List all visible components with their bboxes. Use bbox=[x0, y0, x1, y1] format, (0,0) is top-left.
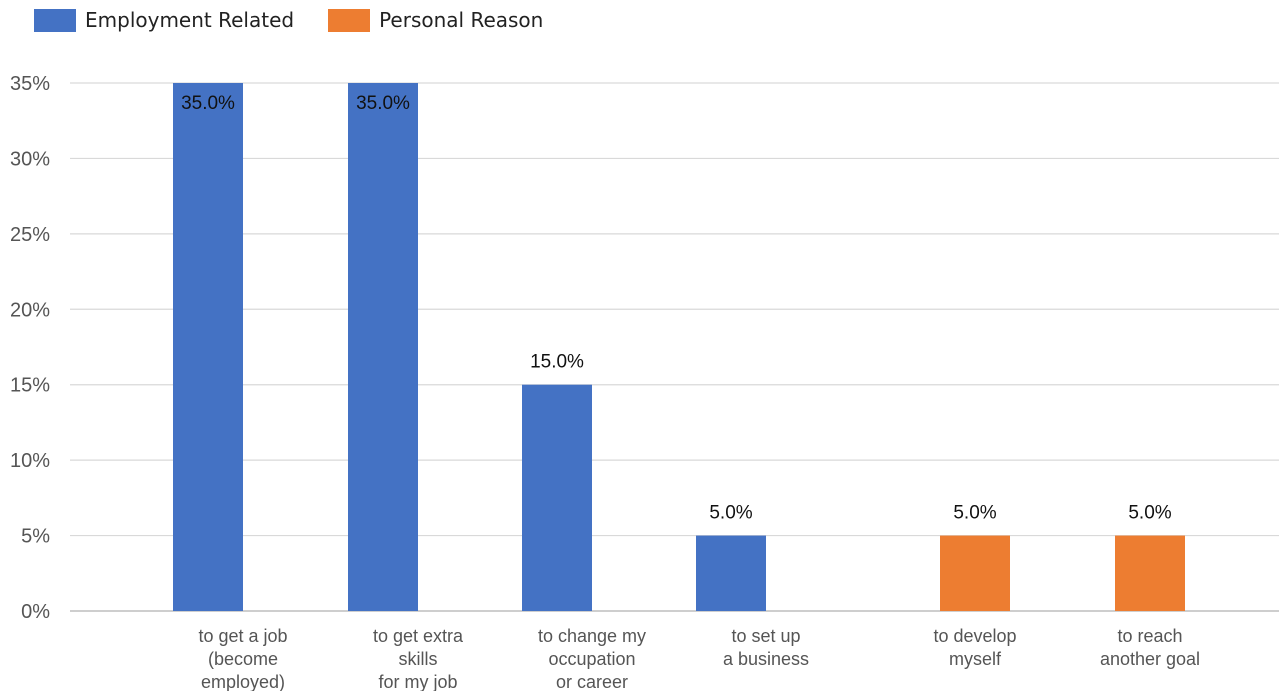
data-label: 5.0% bbox=[709, 503, 752, 524]
bar-employment-3 bbox=[696, 535, 766, 611]
x-category-label: myself bbox=[949, 649, 1002, 669]
bar-employment-2 bbox=[522, 384, 592, 611]
y-tick-label: 0% bbox=[21, 601, 50, 623]
x-category-label: to get a job bbox=[198, 626, 287, 646]
data-label: 35.0% bbox=[181, 93, 235, 114]
legend: Employment Related Personal Reason bbox=[34, 8, 577, 32]
y-tick-label: 20% bbox=[10, 299, 50, 321]
y-tick-label: 35% bbox=[10, 73, 50, 95]
x-category-label: to set up bbox=[731, 626, 800, 646]
data-label: 5.0% bbox=[1128, 503, 1171, 524]
x-category-label: (become bbox=[208, 649, 278, 669]
legend-item-employment: Employment Related bbox=[34, 8, 294, 32]
y-tick-label: 15% bbox=[10, 375, 50, 397]
x-category-label: employed) bbox=[201, 672, 285, 691]
x-category-label: to change my bbox=[538, 626, 646, 646]
legend-swatch-personal bbox=[328, 8, 371, 32]
x-category-label: occupation bbox=[548, 649, 635, 669]
x-category-label: to get extra bbox=[373, 626, 464, 646]
x-category-label: to develop bbox=[933, 626, 1016, 646]
y-tick-label: 10% bbox=[10, 450, 50, 472]
x-category-label: a business bbox=[723, 649, 809, 669]
y-tick-label: 30% bbox=[10, 148, 50, 170]
x-category-label: to reach bbox=[1117, 626, 1182, 646]
bar-personal-5 bbox=[1115, 535, 1185, 611]
legend-label-personal: Personal Reason bbox=[379, 8, 544, 32]
bar-employment-0 bbox=[173, 83, 243, 611]
y-tick-label: 25% bbox=[10, 224, 50, 246]
y-tick-label: 5% bbox=[21, 526, 50, 548]
x-category-label: skills bbox=[399, 649, 438, 669]
x-category-label: for my job bbox=[378, 672, 457, 691]
legend-item-personal: Personal Reason bbox=[328, 8, 543, 32]
x-category-label: or career bbox=[556, 672, 628, 691]
data-label: 15.0% bbox=[530, 352, 584, 373]
bar-employment-1 bbox=[348, 83, 418, 611]
x-category-label: another goal bbox=[1100, 649, 1200, 669]
legend-swatch-employment bbox=[34, 8, 76, 32]
bar-personal-4 bbox=[940, 535, 1010, 611]
legend-label-employment: Employment Related bbox=[85, 8, 295, 32]
data-label: 5.0% bbox=[953, 503, 996, 524]
data-label: 35.0% bbox=[356, 93, 410, 114]
